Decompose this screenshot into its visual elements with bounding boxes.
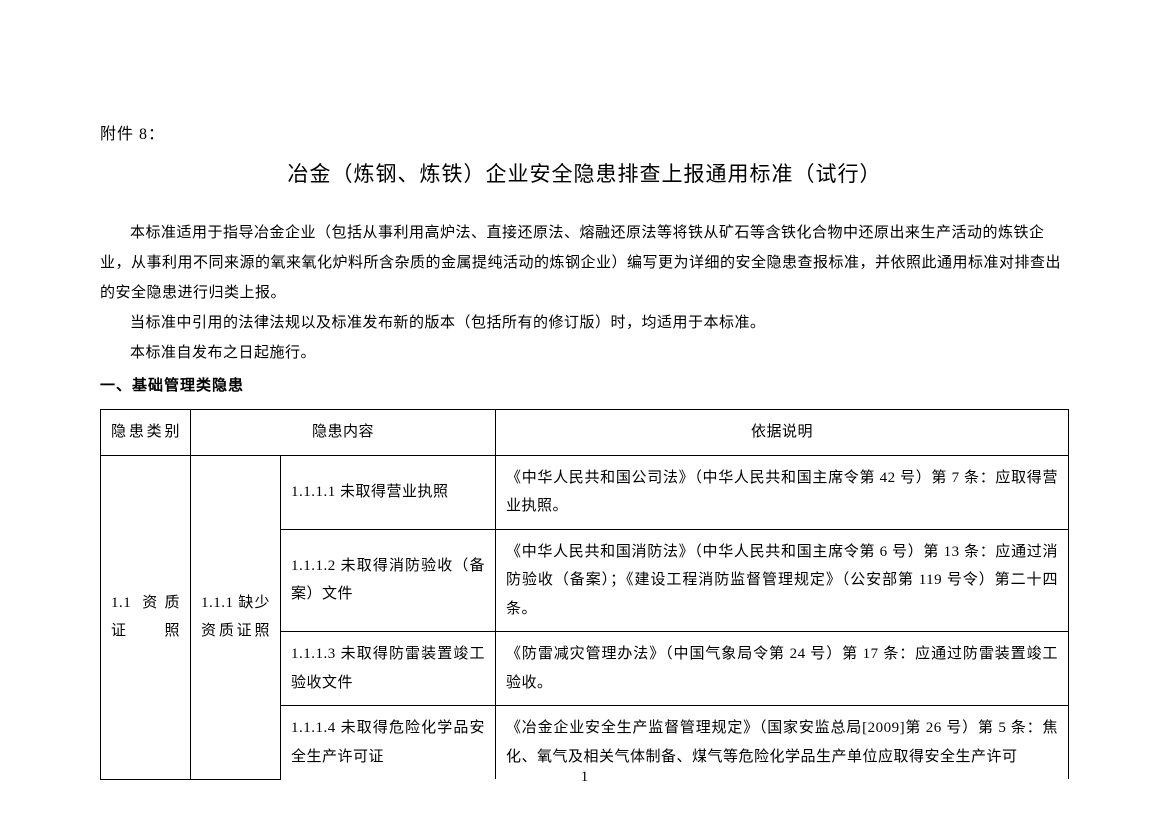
cell-basis-4: 《冶金企业安全生产监督管理规定》（国家安监总局[2009]第 26 号）第 5 … — [496, 706, 1069, 780]
cell-content-3: 1.1.1.3 未取得防雷装置竣工验收文件 — [281, 632, 496, 706]
header-content: 隐患内容 — [191, 410, 496, 456]
table-row: 1.1 资质证照 1.1.1 缺少资质证照 1.1.1.1 未取得营业执照 《中… — [101, 455, 1069, 529]
cell-basis-1: 《中华人民共和国公司法》（中华人民共和国主席令第 42 号）第 7 条：应取得营… — [496, 455, 1069, 529]
table-header-row: 隐患类别 隐患内容 依据说明 — [101, 410, 1069, 456]
cell-content-1: 1.1.1.1 未取得营业执照 — [281, 455, 496, 529]
intro-paragraph-1: 本标准适用于指导冶金企业（包括从事利用高炉法、直接还原法、熔融还原法等将铁从矿石… — [100, 218, 1069, 308]
cell-basis-3: 《防雷减灾管理办法》（中国气象局令第 24 号）第 17 条：应通过防雷装置竣工… — [496, 632, 1069, 706]
cell-content-2: 1.1.1.2 未取得消防验收（备案）文件 — [281, 529, 496, 632]
intro-paragraph-2: 当标准中引用的法律法规以及标准发布新的版本（包括所有的修订版）时，均适用于本标准… — [100, 308, 1069, 338]
header-basis: 依据说明 — [496, 410, 1069, 456]
cell-sub-1-1-1: 1.1.1 缺少资质证照 — [191, 455, 281, 779]
intro-paragraph-3: 本标准自发布之日起施行。 — [100, 338, 1069, 368]
hazard-table: 隐患类别 隐患内容 依据说明 1.1 资质证照 1.1.1 缺少资质证照 1.1… — [100, 409, 1069, 780]
cell-basis-2: 《中华人民共和国消防法》（中华人民共和国主席令第 6 号）第 13 条：应通过消… — [496, 529, 1069, 632]
cell-content-4: 1.1.1.4 未取得危险化学品安全生产许可证 — [281, 706, 496, 780]
header-category: 隐患类别 — [101, 410, 191, 456]
section-1-heading: 一、基础管理类隐患 — [100, 374, 1069, 395]
cell-category-1-1: 1.1 资质证照 — [101, 455, 191, 779]
attachment-label: 附件 8： — [100, 120, 1069, 144]
document-title: 冶金（炼钢、炼铁）企业安全隐患排查上报通用标准（试行） — [100, 158, 1069, 188]
page-number: 1 — [0, 769, 1169, 786]
